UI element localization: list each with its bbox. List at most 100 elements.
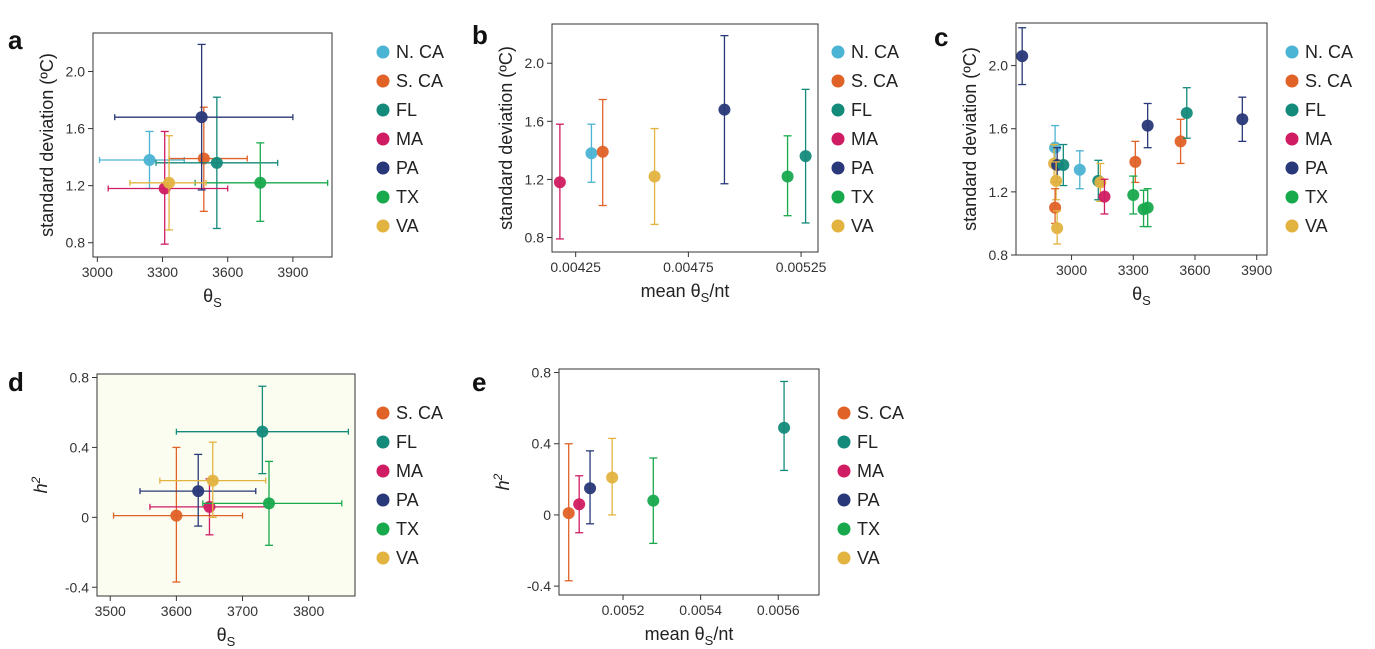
legend-label: S. CA	[396, 71, 443, 91]
x-tick-label: 0.0056	[757, 602, 800, 618]
legend-label: TX	[1305, 187, 1328, 207]
marker	[256, 425, 269, 438]
data-point-pa	[1236, 96, 1249, 143]
legend-label: FL	[396, 432, 417, 452]
legend-label: PA	[1305, 158, 1328, 178]
data-point-tx	[1141, 188, 1154, 228]
marker	[197, 152, 210, 165]
legend-marker	[376, 190, 390, 204]
data-point-pa	[139, 453, 257, 527]
legend-marker	[831, 132, 845, 146]
legend-label: VA	[396, 548, 419, 568]
x-tick-label: 3300	[147, 264, 178, 280]
legend-marker	[376, 132, 390, 146]
x-tick-label: 3300	[1118, 262, 1149, 278]
legend-label: FL	[857, 432, 878, 452]
legend-marker	[837, 435, 851, 449]
data-point-fl	[175, 385, 350, 475]
x-tick-label: 3500	[95, 603, 126, 619]
legend-label: VA	[396, 216, 419, 236]
marker	[1236, 113, 1249, 126]
data-point-tx	[194, 142, 329, 222]
legend-label: FL	[1305, 100, 1326, 120]
plot-frame	[558, 368, 820, 596]
legend-label: MA	[851, 129, 878, 149]
y-tick-label: 1.6	[989, 121, 1009, 137]
legend-label: PA	[857, 490, 880, 510]
y-tick-label: 1.2	[989, 184, 1009, 200]
panel-e: e 0.0052 0.0054 0.0056 -0.4 0 0.4 0.8 mean θS/nt…	[472, 365, 904, 648]
panel-b: b 0.00425 0.00475 0.00525 0.8 1.2 1.6 2.0 mean θ…	[472, 20, 899, 305]
marker	[206, 474, 219, 487]
legend-label: VA	[1305, 216, 1328, 236]
legend: N. CA S. CA FL MA PA TX VA	[1285, 42, 1353, 236]
marker	[1057, 159, 1070, 172]
data-point-pa	[718, 34, 731, 185]
plot-frame	[96, 373, 356, 597]
legend-label: PA	[851, 158, 874, 178]
y-tick-label: 0.8	[66, 235, 86, 251]
marker	[606, 471, 619, 484]
marker	[1073, 163, 1086, 176]
data-point-va	[648, 127, 661, 226]
marker	[170, 509, 183, 522]
marker	[1050, 174, 1063, 187]
y-tick-label: 0.4	[532, 436, 552, 452]
legend-label: MA	[396, 461, 423, 481]
plot-frame	[551, 23, 819, 253]
y-tick-label: 1.2	[525, 171, 545, 187]
data-point-va	[129, 135, 207, 231]
data-point-ma	[1098, 178, 1111, 215]
legend-marker	[1285, 103, 1299, 117]
legend-marker	[831, 45, 845, 59]
x-tick-label: 3900	[1241, 262, 1272, 278]
data-point-fl	[799, 88, 812, 224]
legend-marker	[376, 464, 390, 478]
legend-marker	[837, 522, 851, 536]
data-point-va	[1050, 161, 1063, 201]
marker	[254, 176, 267, 189]
legend-marker	[376, 45, 390, 59]
data-point-va	[159, 441, 267, 518]
legend-marker	[1285, 161, 1299, 175]
legend-label: FL	[396, 100, 417, 120]
y-axis-label: standard deviation (ºC)	[496, 46, 516, 230]
legend-marker	[1285, 45, 1299, 59]
legend-marker	[831, 190, 845, 204]
y-axis-label: h2	[491, 473, 513, 490]
data-point-pa	[1016, 27, 1029, 86]
marker	[1127, 189, 1140, 202]
y-axis-label: standard deviation (ºC)	[37, 53, 57, 237]
legend-marker	[1285, 132, 1299, 146]
marker	[553, 176, 566, 189]
legend-marker	[1285, 190, 1299, 204]
panel-letter: b	[472, 20, 488, 50]
legend-label: TX	[396, 187, 419, 207]
x-tick-label: 0.00425	[550, 259, 601, 275]
legend: S. CA FL MA PA TX VA	[376, 403, 443, 568]
legend-label: PA	[396, 490, 419, 510]
legend-label: S. CA	[1305, 71, 1352, 91]
data-point-sca	[112, 446, 244, 583]
x-axis-label: mean θS/nt	[645, 624, 734, 648]
x-tick-label: 3600	[161, 603, 192, 619]
y-tick-label: 2.0	[525, 55, 545, 71]
panel-letter: e	[472, 367, 486, 397]
data-point-tx	[202, 460, 343, 546]
legend: N. CA S. CA FL MA PA TX VA	[376, 42, 444, 236]
marker	[585, 147, 598, 160]
marker	[573, 498, 586, 511]
marker	[143, 153, 156, 166]
y-tick-label: 0.4	[70, 439, 90, 455]
legend-marker	[1285, 219, 1299, 233]
legend-label: N. CA	[396, 42, 444, 62]
legend-marker	[837, 464, 851, 478]
marker	[799, 150, 812, 163]
legend-marker	[837, 551, 851, 565]
panel-a: a 3000 3300 3600 3900 0.8 1.2 1.6 2.0 θS standard …	[8, 25, 444, 310]
marker	[648, 170, 661, 183]
x-tick-label: 0.00475	[663, 259, 714, 275]
y-tick-label: 0.8	[989, 247, 1009, 263]
legend-marker	[837, 493, 851, 507]
